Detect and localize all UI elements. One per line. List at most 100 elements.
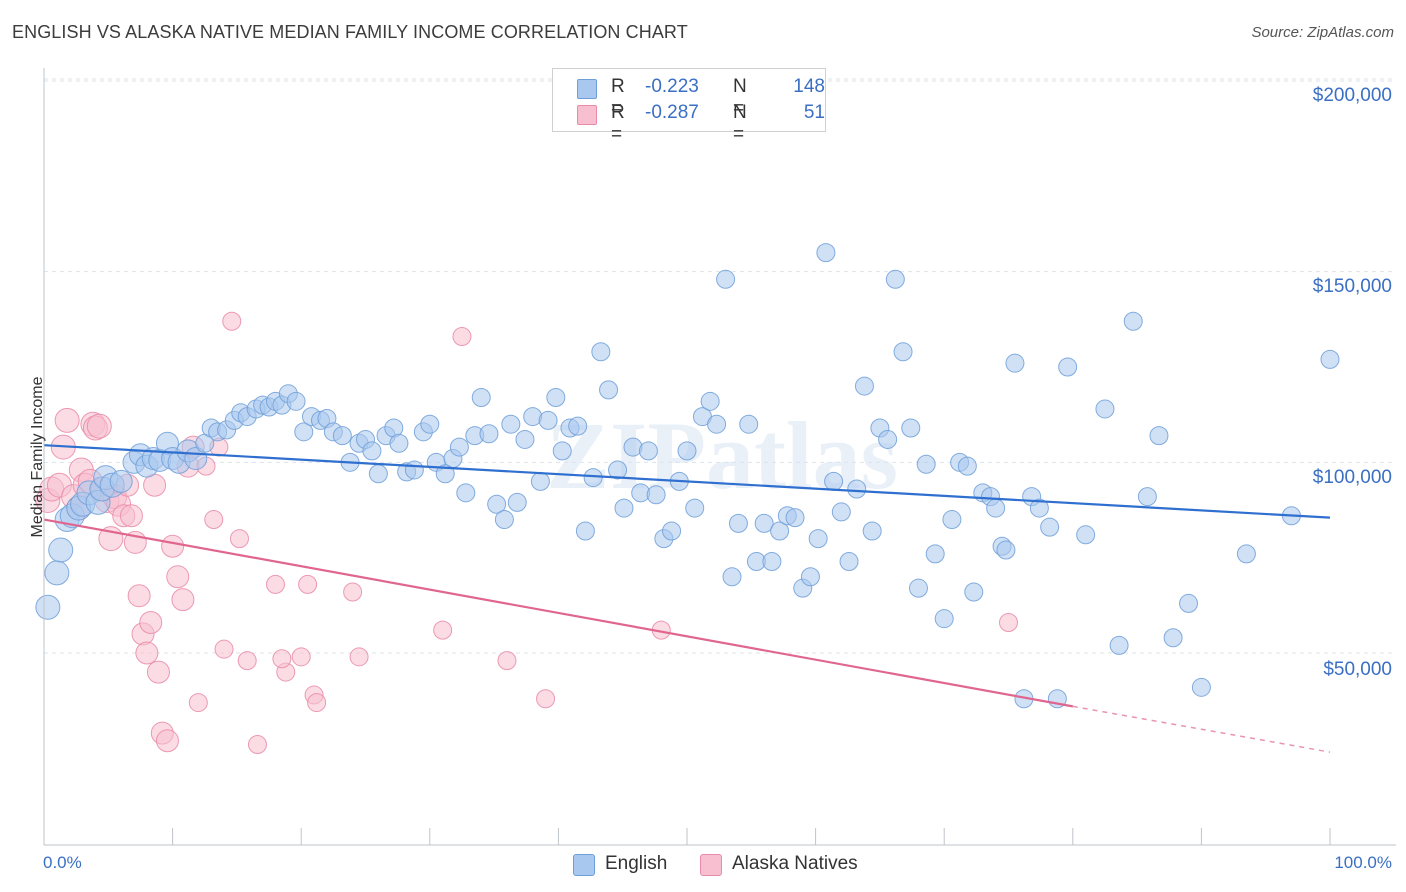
english-point (494, 510, 514, 530)
english-point (515, 429, 535, 449)
alaska-point (497, 651, 517, 671)
english-point (538, 410, 558, 430)
english-point (1109, 635, 1129, 655)
english-point (583, 468, 603, 488)
alaska-point (119, 504, 143, 528)
n-value: 51 (803, 102, 825, 123)
r-label: R = (611, 76, 625, 119)
english-point (404, 460, 424, 480)
source-credit: Source: ZipAtlas.com (1251, 24, 1394, 41)
english-point (552, 441, 572, 461)
english-point (646, 485, 666, 505)
r-label: R = (611, 102, 625, 145)
english-point (35, 594, 61, 620)
alaska-point (298, 574, 318, 594)
english-point (831, 502, 851, 522)
x-tick-min: 0.0% (43, 853, 82, 872)
correlation-legend: R = -0.223 N = 148 R = -0.287 N = 51 (552, 68, 826, 145)
english-point (824, 471, 844, 491)
english-point (109, 469, 133, 493)
r-value: -0.223 (645, 76, 699, 97)
alaska-point (127, 584, 151, 608)
english-point (507, 492, 527, 512)
english-point (1029, 498, 1049, 518)
english-legend-swatch (573, 854, 595, 876)
english-point (722, 567, 742, 587)
english-point (449, 437, 469, 457)
english-point (471, 388, 491, 408)
alaska-swatch (577, 105, 597, 125)
english-point (456, 483, 476, 503)
chart-title: ENGLISH VS ALASKA NATIVE MEDIAN FAMILY I… (12, 22, 688, 42)
english-point (362, 441, 382, 461)
alaska-point (135, 641, 159, 665)
english-point (800, 567, 820, 587)
english-point (501, 414, 521, 434)
alaska-point (307, 693, 327, 713)
alaska-point (265, 574, 285, 594)
alaska-trend-extension (1072, 705, 1331, 753)
n-label: N = (733, 76, 747, 119)
english-point (1236, 544, 1256, 564)
english-point (854, 376, 874, 396)
english-point (420, 414, 440, 434)
alaska-point (86, 413, 112, 439)
english-point (878, 429, 898, 449)
alaska-point (999, 612, 1018, 632)
english-swatch (577, 79, 597, 99)
english-point (785, 508, 805, 528)
english-point (916, 454, 936, 474)
english-point (677, 441, 697, 461)
english-point (925, 544, 945, 564)
english-point (546, 388, 566, 408)
alaska-point (146, 660, 170, 684)
alaska-point (291, 647, 311, 667)
y-tick-200000: $200,000 (1312, 85, 1392, 106)
english-point (1123, 311, 1143, 331)
english-point (754, 513, 774, 533)
english-point (575, 521, 595, 541)
english-point (591, 342, 611, 362)
alaska-point (171, 588, 195, 612)
english-point (530, 471, 550, 491)
english-point (1076, 525, 1096, 545)
alaska-point (188, 693, 208, 713)
english-point (942, 510, 962, 530)
english-point (1095, 399, 1115, 419)
english-point (996, 540, 1016, 560)
english-point (1005, 353, 1025, 373)
english-point (839, 551, 859, 571)
english-point (1191, 677, 1211, 697)
english-point (700, 391, 720, 411)
alaska-point (433, 620, 453, 640)
english-point (487, 494, 507, 514)
english-point (1149, 426, 1169, 446)
alaska-legend-label: Alaska Natives (732, 853, 858, 874)
english-trend-line (43, 444, 1331, 519)
english-point (934, 609, 954, 629)
english-legend-label: English (605, 853, 668, 874)
english-point (862, 521, 882, 541)
english-point (1137, 487, 1157, 507)
alaska-point (155, 729, 179, 753)
alaska-point (452, 326, 472, 346)
english-point (568, 416, 588, 436)
english-point (964, 582, 984, 602)
english-point (294, 422, 314, 442)
english-point (1058, 357, 1078, 377)
y-tick-150000: $150,000 (1312, 276, 1392, 297)
english-point (728, 513, 748, 533)
grid (44, 78, 1396, 654)
alaska-point (237, 651, 257, 671)
english-point (847, 479, 867, 499)
english-point (44, 560, 70, 586)
english-point (986, 498, 1006, 518)
english-point (435, 464, 455, 484)
alaska-point (222, 311, 242, 331)
y-tick-50000: $50,000 (1323, 659, 1392, 680)
english-point (770, 521, 790, 541)
x-tick-max: 100.0% (1334, 853, 1392, 872)
english-point (908, 578, 928, 598)
alaska-trend-line (43, 518, 1073, 708)
english-point (1179, 593, 1199, 613)
